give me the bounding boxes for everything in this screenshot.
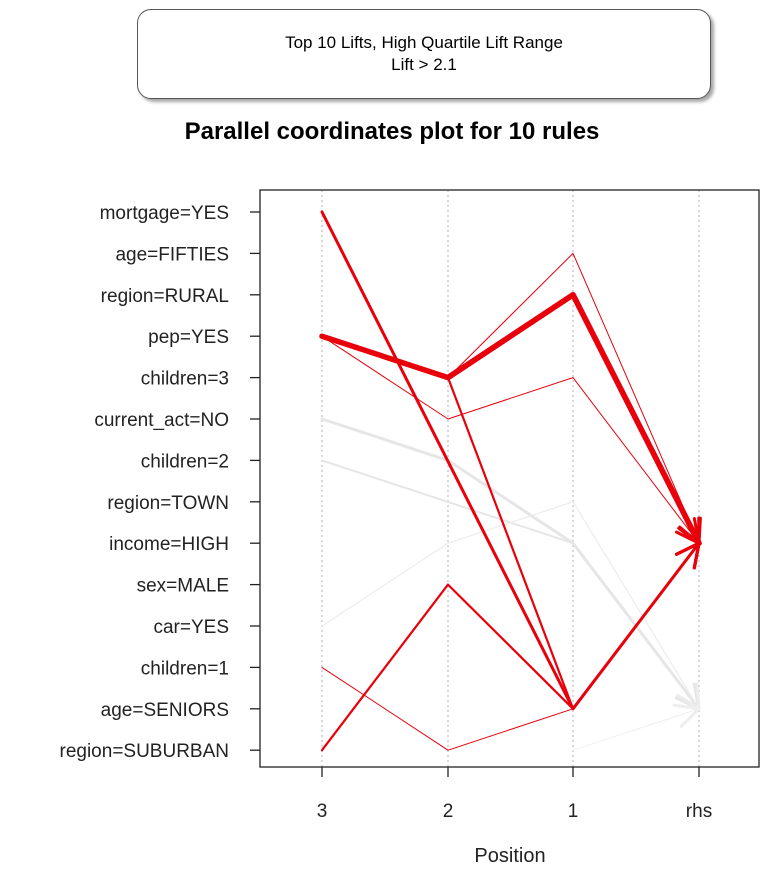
x-axis-title: Position xyxy=(474,845,545,867)
y-tick-label: pep=YES xyxy=(148,327,229,348)
y-tick-label: age=SENIORS xyxy=(101,700,229,721)
rule-line xyxy=(320,417,701,711)
y-tick-label: current_act=NO xyxy=(94,410,229,431)
rule-line xyxy=(321,501,701,711)
annotation-line-2: Lift > 2.1 xyxy=(391,55,457,74)
rule-line xyxy=(321,335,701,545)
plot-frame xyxy=(259,189,760,768)
y-tick-label: region=RURAL xyxy=(101,286,229,307)
y-tick-label: children=2 xyxy=(141,451,229,472)
rule-line xyxy=(572,703,701,751)
y-tick-label: children=3 xyxy=(141,369,229,390)
rule-line xyxy=(320,541,701,752)
x-tick-label: 1 xyxy=(568,801,579,822)
annotation-box: Top 10 Lifts, High Quartile Lift Range L… xyxy=(137,9,711,99)
x-axis: 3 2 1 rhs xyxy=(317,767,712,822)
y-tick-label: age=FIFTIES xyxy=(115,244,229,265)
y-tick-label: sex=MALE xyxy=(137,576,229,597)
annotation-line-1: Top 10 Lifts, High Quartile Lift Range xyxy=(285,33,563,52)
y-tick-label: region=SUBURBAN xyxy=(60,741,230,762)
y-tick-label: mortgage=YES xyxy=(100,203,229,224)
y-tick-label: children=1 xyxy=(141,658,229,679)
rule-lines-red xyxy=(319,210,702,752)
y-tick-label: income=HIGH xyxy=(109,534,229,555)
chart-title: Parallel coordinates plot for 10 rules xyxy=(184,118,600,145)
rule-line xyxy=(321,459,701,711)
y-tick-label: region=TOWN xyxy=(107,493,229,514)
x-tick-label: 3 xyxy=(317,801,328,822)
y-axis: mortgage=YES age=FIFTIES region=RURAL pep=Y… xyxy=(60,203,260,762)
x-tick-label: rhs xyxy=(686,801,712,822)
rule-line xyxy=(321,541,701,751)
x-tick-label: 2 xyxy=(443,801,454,822)
y-tick-label: car=YES xyxy=(153,617,229,638)
rule-line xyxy=(319,292,702,546)
rule-line xyxy=(447,252,702,545)
grid-lines xyxy=(321,190,700,767)
